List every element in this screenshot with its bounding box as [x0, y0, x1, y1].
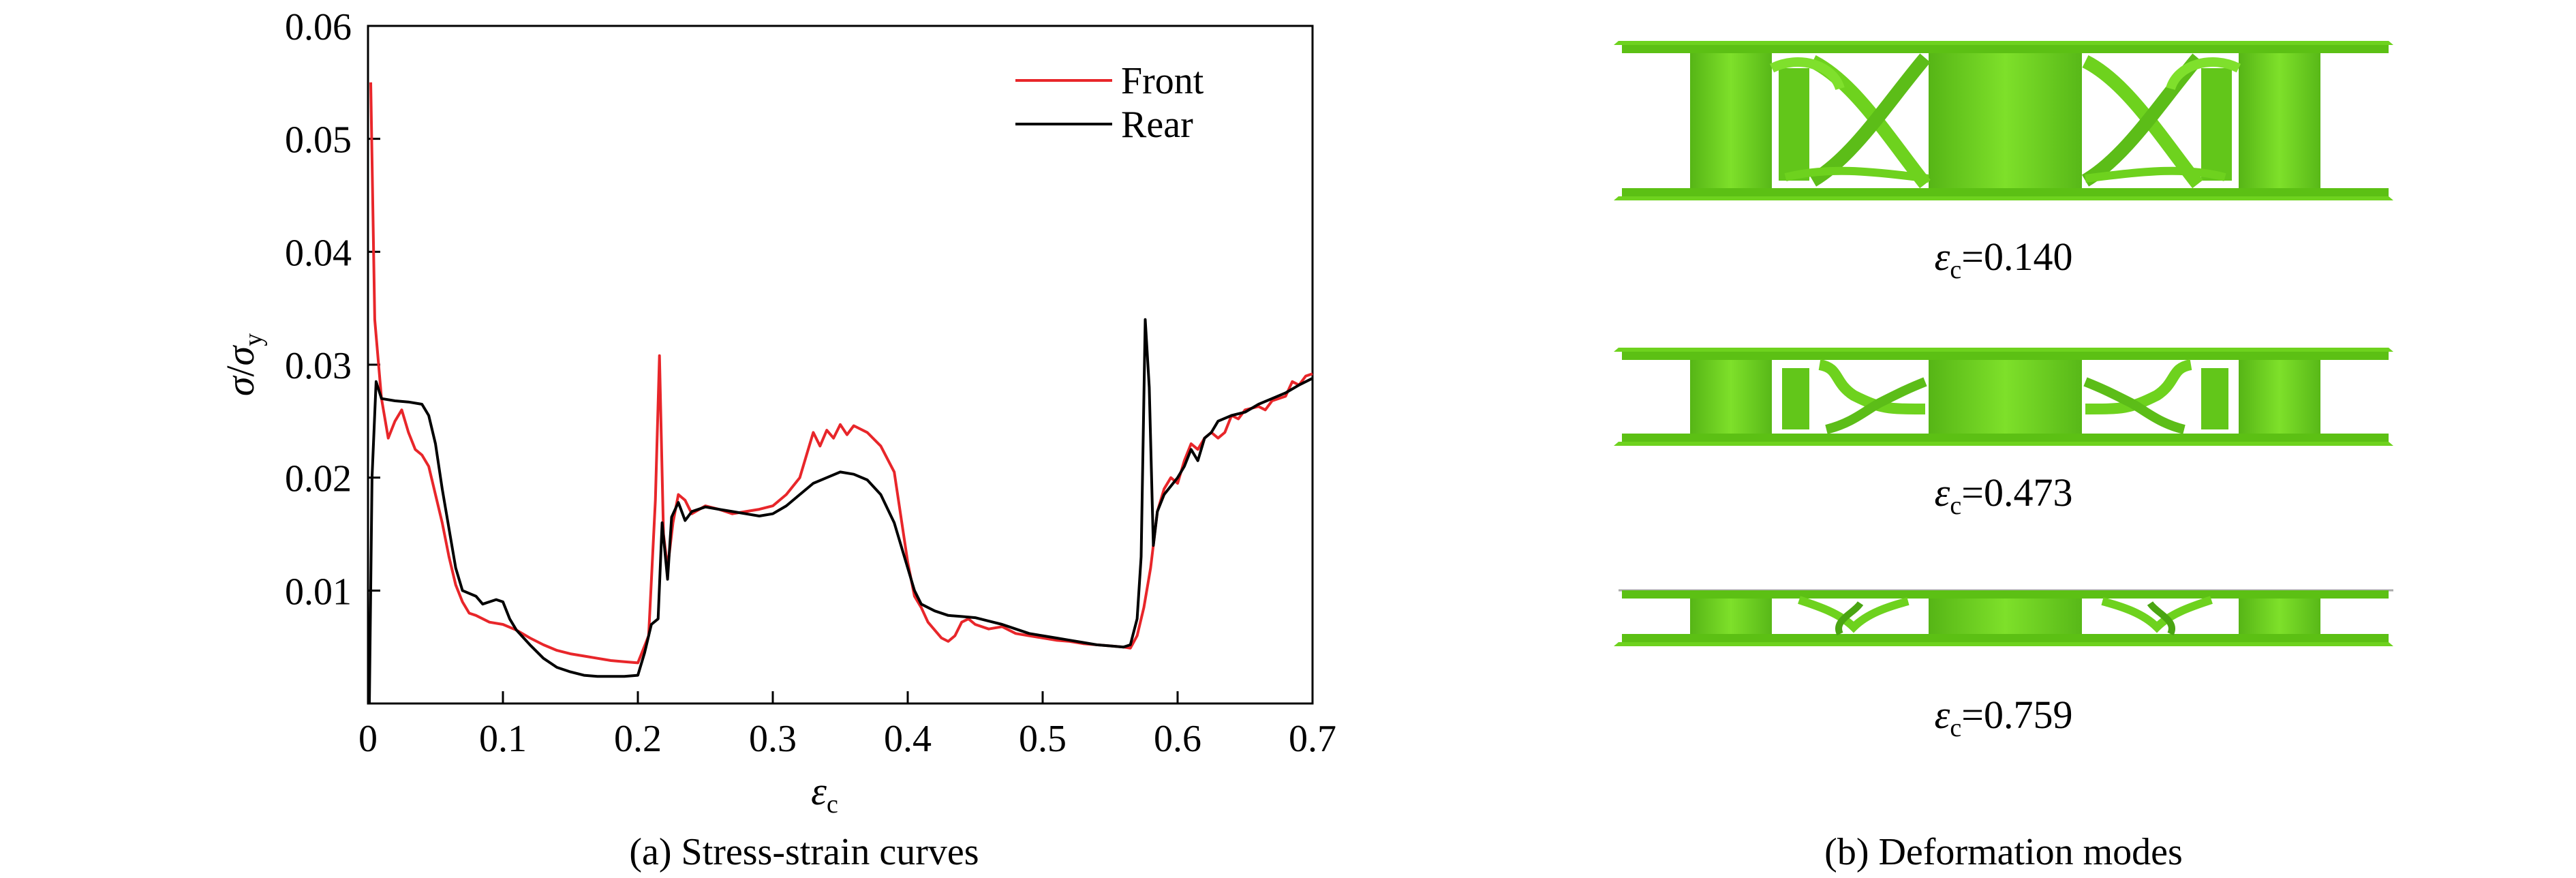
x-tick-label: 0.1: [479, 718, 527, 760]
y-tick-label: 0.04: [285, 232, 352, 274]
deformation-model-2: [1614, 348, 2393, 446]
caption-a: (a) Stress-strain curves: [629, 831, 979, 873]
y-tick-label: 0.01: [285, 571, 352, 613]
y-tick-label: 0.06: [285, 6, 352, 48]
caption-b: (b) Deformation modes: [1824, 831, 2183, 873]
series-line-rear: [368, 318, 1313, 704]
series-layer: [368, 82, 1313, 704]
svg-text:σ/σy: σ/σy: [218, 333, 268, 396]
x-tick-label: 0.5: [1019, 718, 1067, 760]
x-tick-label: 0: [358, 718, 378, 760]
x-tick-label: 0.4: [884, 718, 932, 760]
y-axis-label: σ/σy: [218, 333, 268, 396]
legend: Front Rear: [1015, 60, 1204, 146]
y-tick-label: 0.05: [285, 119, 352, 162]
strain-label-2: εc=0.473: [1935, 470, 2073, 520]
svg-text:εc: εc: [811, 769, 838, 819]
strain-label-1: εc=0.140: [1935, 234, 2073, 284]
x-tick-label: 0.2: [614, 718, 662, 760]
x-tick-label: 0.6: [1154, 718, 1201, 760]
legend-label-front: Front: [1121, 60, 1204, 102]
y-tick-label: 0.03: [285, 345, 352, 387]
y-tick-label: 0.02: [285, 458, 352, 500]
y-axis-ticks: 0.01 0.02 0.03 0.04 0.05 0.06: [285, 6, 380, 613]
x-axis-label: εc: [811, 769, 838, 819]
deformation-model-1: [1614, 41, 2393, 200]
deformation-panel: εc=0.140 εc=0.473 εc=0.759 (b) Deformati…: [1614, 41, 2393, 873]
legend-label-rear: Rear: [1121, 104, 1193, 146]
series-line-front: [369, 82, 1313, 665]
x-axis-ticks: 0 0.1 0.2 0.3 0.4 0.5 0.6 0.7: [358, 691, 1336, 760]
x-tick-label: 0.3: [749, 718, 797, 760]
deformation-model-3: [1614, 589, 2393, 646]
stress-strain-panel: 0.01 0.02 0.03 0.04 0.05 0.06 0 0.1 0.2 0.3 0.4 0.…: [218, 6, 1336, 873]
strain-label-3: εc=0.759: [1935, 693, 2073, 742]
x-tick-label: 0.7: [1289, 718, 1336, 760]
